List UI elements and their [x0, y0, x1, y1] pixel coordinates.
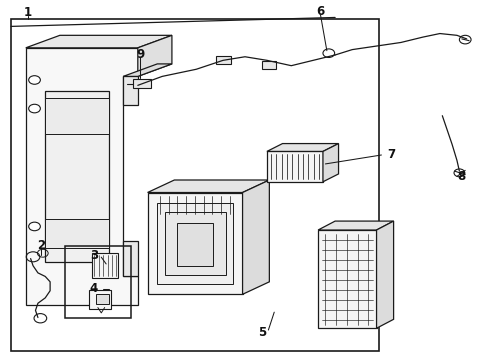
Bar	[45, 91, 109, 262]
Polygon shape	[138, 35, 172, 76]
Text: 4: 4	[90, 283, 98, 296]
Polygon shape	[147, 180, 270, 193]
Polygon shape	[376, 221, 393, 328]
Bar	[267, 152, 323, 182]
Text: 6: 6	[317, 5, 325, 18]
Bar	[318, 230, 376, 328]
Polygon shape	[267, 144, 339, 152]
Bar	[133, 79, 151, 88]
Bar	[89, 290, 111, 309]
Bar	[97, 294, 109, 304]
Bar	[157, 203, 233, 284]
Polygon shape	[318, 221, 393, 230]
Text: 2: 2	[37, 239, 46, 252]
Polygon shape	[26, 48, 138, 305]
Circle shape	[29, 104, 40, 113]
Bar	[147, 193, 243, 294]
Bar	[216, 56, 231, 64]
Text: 8: 8	[458, 170, 466, 183]
Polygon shape	[243, 180, 270, 294]
Polygon shape	[323, 144, 339, 182]
Bar	[11, 19, 379, 351]
Text: 3: 3	[90, 248, 98, 261]
Polygon shape	[123, 241, 138, 276]
Polygon shape	[123, 64, 172, 76]
Bar	[165, 212, 225, 275]
Bar	[262, 62, 276, 68]
Bar	[92, 252, 118, 278]
Text: 5: 5	[258, 327, 266, 339]
Bar	[65, 246, 130, 318]
Text: 1: 1	[24, 6, 32, 19]
Bar	[45, 98, 109, 134]
Circle shape	[29, 222, 40, 231]
Bar	[45, 219, 109, 248]
Bar	[177, 223, 213, 266]
Polygon shape	[123, 76, 138, 105]
Circle shape	[29, 76, 40, 84]
Text: 7: 7	[387, 148, 395, 162]
Text: 9: 9	[136, 48, 145, 61]
Polygon shape	[26, 35, 172, 48]
